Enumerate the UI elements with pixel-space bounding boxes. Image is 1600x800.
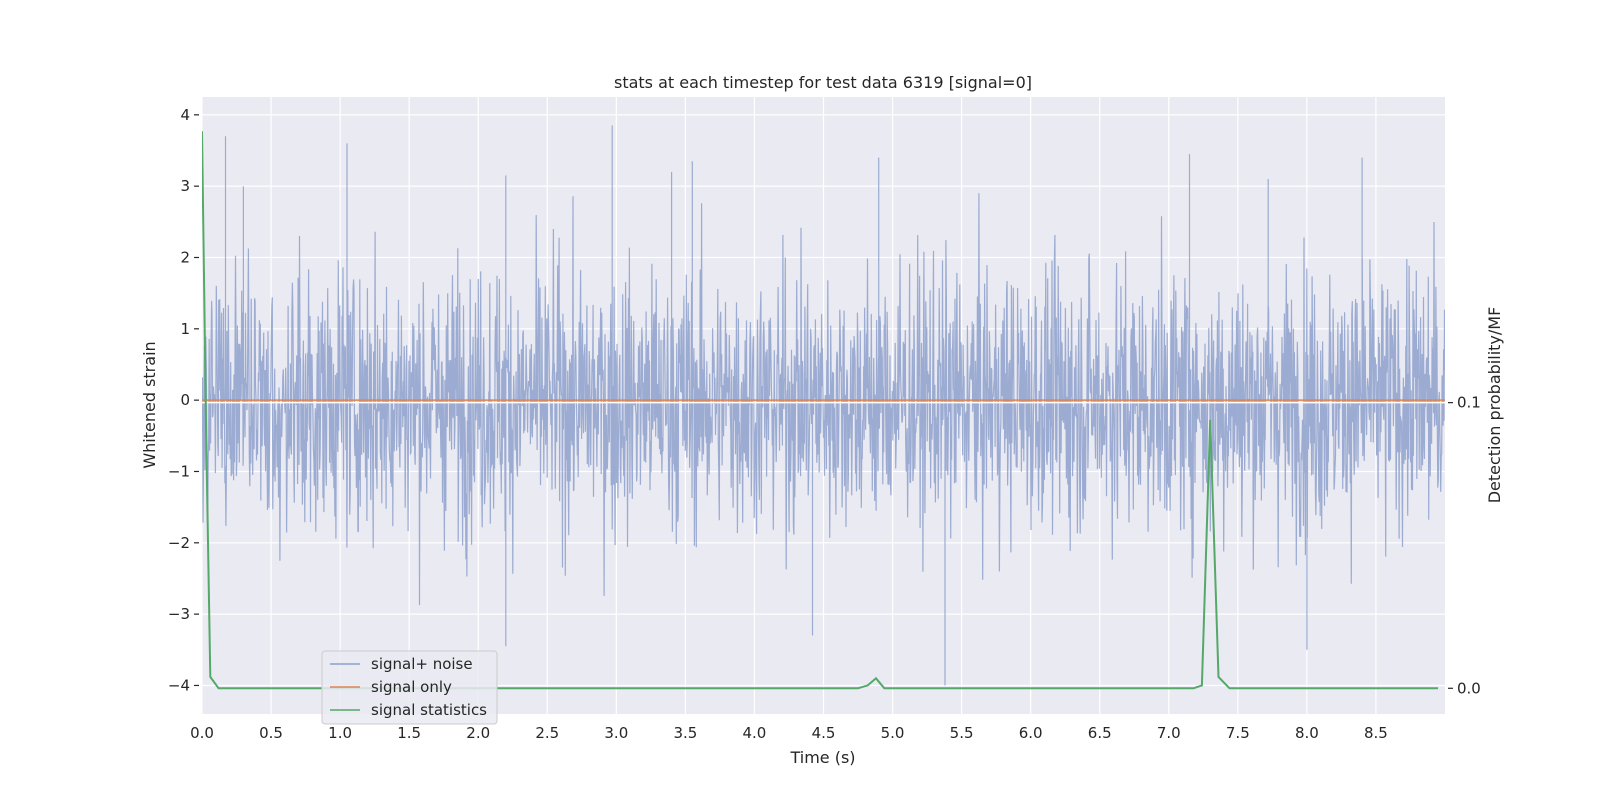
y2-tick-label: 0.0 xyxy=(1457,679,1481,697)
x-tick-label: 3.5 xyxy=(673,724,697,742)
y-tick-label: 2 xyxy=(180,248,190,266)
x-tick-label: 7.5 xyxy=(1226,724,1250,742)
x-tick-label: 5.5 xyxy=(950,724,974,742)
legend: signal+ noise signal only signal statist… xyxy=(321,650,498,725)
x-axis-ticks: 0.0 0.5 1.0 1.5 2.0 2.5 3.0 3.5 4.0 4.5 5.0 5.5 6.0 6… xyxy=(190,724,1388,742)
y-tick-label: 3 xyxy=(180,177,190,195)
legend-label-signal-statistics: signal statistics xyxy=(371,701,487,719)
legend-label-signal-noise: signal+ noise xyxy=(371,655,473,673)
x-tick-label: 4.5 xyxy=(812,724,836,742)
x-tick-label: 3.0 xyxy=(604,724,628,742)
y-tick-label: −3 xyxy=(168,605,190,623)
x-tick-label: 0.0 xyxy=(190,724,214,742)
x-tick-label: 7.0 xyxy=(1157,724,1181,742)
y-tick-label: −1 xyxy=(168,462,190,480)
x-tick-label: 8.5 xyxy=(1364,724,1388,742)
y-tick-label: 4 xyxy=(180,106,190,124)
legend-label-signal-only: signal only xyxy=(371,678,452,696)
x-tick-label: 6.0 xyxy=(1019,724,1043,742)
y-axis-ticks: 4 3 2 1 0 −1 −2 −3 −4 xyxy=(168,106,199,694)
y2-axis-ticks: 0.1 0.0 xyxy=(1448,394,1481,697)
y2-tick-label: 0.1 xyxy=(1457,394,1481,412)
x-tick-label: 4.0 xyxy=(743,724,767,742)
x-tick-label: 1.0 xyxy=(328,724,352,742)
y-tick-label: 1 xyxy=(180,320,190,338)
series-signal-noise xyxy=(202,125,1445,686)
y2-axis-label: Detection probability/MF xyxy=(1485,307,1504,504)
x-axis-label: Time (s) xyxy=(789,748,855,767)
x-tick-label: 6.5 xyxy=(1088,724,1112,742)
y-tick-label: −2 xyxy=(168,534,190,552)
x-tick-label: 2.0 xyxy=(466,724,490,742)
y-tick-label: 0 xyxy=(180,391,190,409)
chart-title: stats at each timestep for test data 631… xyxy=(614,73,1032,92)
x-tick-label: 8.0 xyxy=(1295,724,1319,742)
y-tick-label: −4 xyxy=(168,676,190,694)
series-signal-statistics xyxy=(202,131,1439,690)
x-tick-label: 2.5 xyxy=(535,724,559,742)
x-tick-label: 5.0 xyxy=(881,724,905,742)
x-tick-label: 0.5 xyxy=(259,724,283,742)
legend-box xyxy=(321,650,498,725)
x-tick-label: 1.5 xyxy=(397,724,421,742)
y-axis-label: Whitened strain xyxy=(140,341,159,468)
